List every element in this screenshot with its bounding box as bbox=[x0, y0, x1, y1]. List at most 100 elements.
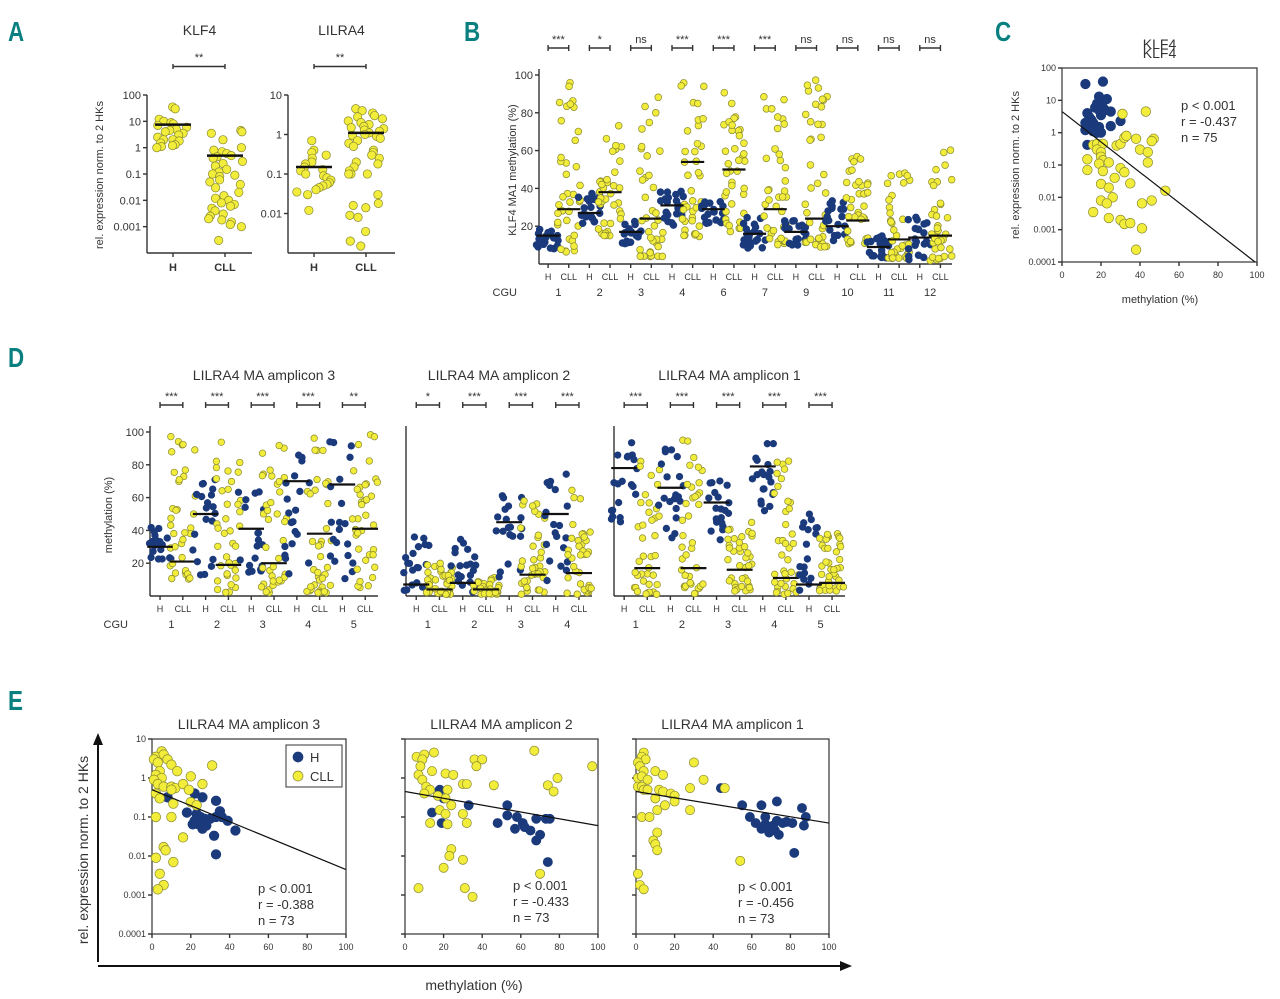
data-point-cll bbox=[349, 141, 359, 151]
stat-label: n = 73 bbox=[258, 913, 295, 928]
data-point-h bbox=[251, 554, 259, 562]
significance-label: * bbox=[598, 34, 603, 46]
significance-label: *** bbox=[256, 391, 270, 403]
data-point-h bbox=[800, 519, 808, 527]
data-point-cll bbox=[356, 577, 364, 586]
data-point-h bbox=[748, 475, 757, 483]
data-point-h bbox=[913, 216, 921, 224]
data-point-h bbox=[208, 830, 220, 841]
data-point-cll bbox=[365, 457, 373, 465]
data-point-h bbox=[580, 204, 589, 212]
x-group-label: 1 bbox=[168, 619, 174, 631]
data-point-h bbox=[495, 573, 503, 581]
data-point-cll bbox=[885, 196, 893, 204]
data-point-cll bbox=[572, 162, 581, 171]
data-point-h bbox=[196, 571, 205, 579]
data-point-cll bbox=[639, 521, 647, 529]
x-group-label: 12 bbox=[924, 287, 936, 299]
data-point-cll bbox=[542, 780, 553, 791]
data-point-cll bbox=[1146, 195, 1157, 206]
data-point-h bbox=[421, 540, 429, 549]
data-point-cll bbox=[314, 568, 322, 577]
data-point-cll bbox=[440, 808, 451, 819]
data-point-cll bbox=[181, 466, 189, 474]
panel-letter-b: B bbox=[464, 16, 481, 47]
data-point-h bbox=[672, 504, 680, 513]
data-point-cll bbox=[167, 521, 175, 529]
data-point-cll bbox=[899, 179, 908, 187]
data-point-cll bbox=[600, 231, 608, 240]
data-point-cll bbox=[222, 553, 231, 561]
data-point-h bbox=[679, 192, 687, 201]
data-point-h bbox=[542, 857, 553, 867]
x-sub-label: CLL bbox=[175, 604, 192, 614]
y-tick-label: 0.001 bbox=[1033, 225, 1056, 235]
data-point-cll bbox=[576, 580, 585, 588]
data-point-cll bbox=[474, 578, 482, 587]
x-tick-label: 20 bbox=[439, 942, 449, 952]
regression-line bbox=[404, 790, 599, 827]
data-point-cll bbox=[638, 125, 646, 133]
data-point-cll bbox=[170, 104, 180, 114]
x-sub-label: H bbox=[339, 604, 346, 614]
data-point-cll bbox=[699, 580, 707, 588]
data-point-h bbox=[823, 213, 831, 221]
data-point-cll bbox=[423, 561, 432, 569]
data-point-cll bbox=[722, 188, 731, 196]
data-point-h bbox=[706, 199, 714, 207]
data-point-cll bbox=[520, 577, 528, 585]
data-point-cll bbox=[1140, 106, 1151, 117]
x-sub-label: H bbox=[459, 604, 466, 614]
data-point-h bbox=[631, 220, 639, 229]
data-point-cll bbox=[323, 563, 332, 572]
data-point-cll bbox=[682, 499, 690, 508]
stat-label: r = -0.456 bbox=[738, 895, 794, 910]
data-point-cll bbox=[345, 236, 355, 246]
data-point-cll bbox=[744, 549, 752, 557]
y-tick-label: 20 bbox=[521, 221, 533, 233]
data-point-cll bbox=[311, 185, 321, 195]
data-point-h bbox=[516, 532, 525, 540]
significance-bracket bbox=[712, 45, 735, 51]
significance-bracket bbox=[836, 45, 859, 51]
y-tick-label: 100 bbox=[1041, 63, 1056, 73]
data-point-cll bbox=[181, 529, 189, 537]
x-group-label: 11 bbox=[883, 287, 894, 299]
data-point-cll bbox=[836, 542, 845, 551]
significance-bracket bbox=[204, 402, 230, 408]
x-tick-label: 0 bbox=[633, 942, 638, 952]
data-point-cll bbox=[646, 233, 655, 242]
data-point-cll bbox=[167, 432, 175, 441]
data-point-cll bbox=[636, 245, 644, 254]
chart-title: KLF4 bbox=[183, 22, 217, 38]
data-point-cll bbox=[645, 171, 653, 180]
data-point-cll bbox=[427, 766, 437, 777]
data-point-h bbox=[833, 231, 842, 240]
data-point-cll bbox=[263, 506, 272, 515]
data-point-cll bbox=[740, 184, 748, 193]
data-point-cll bbox=[649, 183, 658, 192]
data-point-cll bbox=[647, 471, 655, 479]
data-point-cll bbox=[637, 498, 645, 507]
data-point-cll bbox=[191, 446, 199, 454]
data-point-cll bbox=[731, 587, 739, 595]
data-point-cll bbox=[855, 177, 863, 186]
data-point-h bbox=[800, 575, 808, 583]
data-point-h bbox=[539, 240, 548, 249]
data-point-cll bbox=[740, 150, 748, 158]
x-tick-label: 100 bbox=[338, 942, 353, 952]
data-point-cll bbox=[782, 520, 790, 529]
data-point-h bbox=[757, 497, 765, 505]
data-point-h bbox=[769, 440, 777, 448]
data-point-h bbox=[751, 237, 760, 245]
data-point-cll bbox=[823, 530, 832, 539]
y-tick-label: 0.1 bbox=[1043, 160, 1056, 170]
data-point-cll bbox=[212, 463, 221, 472]
data-point-cll bbox=[1117, 108, 1128, 120]
data-point-cll bbox=[559, 193, 567, 201]
data-point-cll bbox=[743, 577, 752, 585]
data-point-cll bbox=[1101, 198, 1112, 209]
y-tick-label: 100 bbox=[515, 70, 533, 82]
data-point-h bbox=[800, 563, 808, 571]
data-point-h bbox=[234, 488, 243, 496]
